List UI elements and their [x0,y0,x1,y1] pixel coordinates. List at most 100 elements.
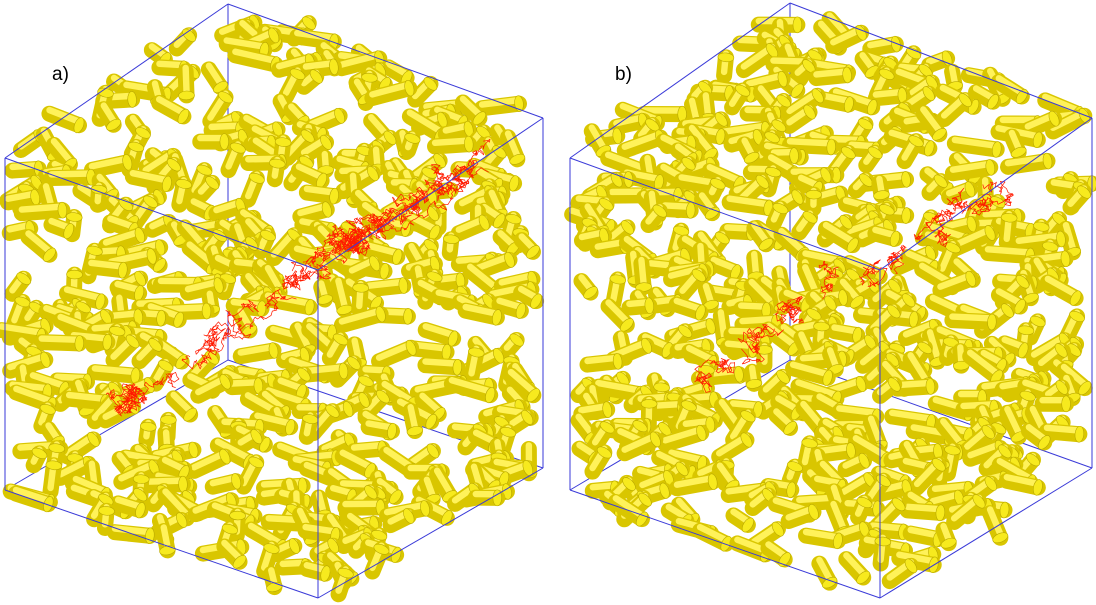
cylinder [522,237,542,261]
cylinder-shine [91,263,122,267]
cylinder [635,260,652,292]
panel-label: b) [615,64,632,85]
cylinder [12,270,32,293]
cylinder [700,527,734,553]
cylinder-shine [935,486,968,489]
cylinder-shine [115,529,150,533]
cylinder-shine [166,432,167,445]
cylinder-shine [319,494,323,511]
cylinder-shine [306,527,336,531]
cylinder [508,134,526,167]
cylinder-cap [220,134,229,150]
cylinder-shine [186,68,187,92]
cylinder [443,234,460,253]
cylinder-shine [754,254,756,273]
cylinder [771,201,789,223]
cylinder [241,342,279,359]
cylinder [806,190,822,208]
cylinder [908,505,946,522]
cylinder-shine [435,141,469,143]
cylinder-shine [790,141,831,143]
cylinder [874,536,891,563]
cylinder-shine [325,154,326,166]
cylinder-shine [700,246,701,264]
cylinder [609,274,626,303]
cylinder [1067,309,1086,337]
cylinder [51,221,75,240]
cylinder [369,277,408,294]
cylinder-cap [75,335,84,351]
cylinder [629,297,654,314]
cylinder-cap [641,399,657,408]
cylinder [745,368,762,389]
cylinder-shine [908,507,941,509]
cylinder-shine [321,284,325,296]
cylinder [379,339,418,362]
panel-label: a) [52,64,69,85]
cylinder [42,335,84,351]
cylinder [952,314,996,330]
cylinder [30,446,48,465]
cylinder [248,171,266,199]
cylinder-shine [164,527,168,546]
cylinder [588,353,623,370]
cylinder [312,107,347,128]
cylinder-shine [22,207,63,210]
cylinder [92,154,133,171]
cylinder [200,134,228,150]
cylinder-shine [42,339,80,340]
cylinder [709,176,727,195]
panel [2,4,544,598]
cylinder [730,199,774,217]
cylinder [466,307,503,326]
cylinder-shine [369,282,403,286]
cylinder-shine [52,174,91,175]
cylinder [718,52,735,75]
cylinder-cap [806,190,822,199]
cylinder-shine [425,362,457,364]
cylinder-shine [147,481,183,482]
cylinder [140,421,157,440]
cylinder [823,96,855,114]
cylinder [846,555,872,586]
cylinder-shine [952,68,955,83]
cylinder [300,201,333,219]
cylinder-shine [95,368,136,372]
cylinder [307,188,340,205]
cylinder [411,442,441,467]
cylinder-cap [789,148,798,164]
cylinder [476,490,502,506]
cylinder [178,68,194,100]
cylinder [269,158,286,179]
cylinder-shine [898,383,931,385]
cylinder-shine [411,407,415,427]
cylinder [369,423,398,440]
panel [570,3,1096,598]
cylinder [28,234,57,264]
cylinder [1043,396,1071,412]
cylinder [1023,451,1042,471]
cylinder-shine [879,179,881,191]
cylinder [307,565,332,583]
cylinder-shine [773,61,806,62]
cylinder-cap [66,270,82,279]
figure: a) b) [0,0,1096,605]
cylinder [898,378,936,395]
cylinder [213,473,242,491]
cylinder [403,132,421,151]
cylinder [104,106,123,133]
cylinder [806,532,844,549]
cylinder [728,341,758,358]
cylinder [352,283,369,310]
cylinder-shine [1047,428,1079,431]
cylinder [799,209,819,232]
cylinder-shine [641,260,643,283]
cylinder [435,136,474,153]
cylinder [665,202,696,218]
cylinder-shine [306,367,344,371]
cylinder-shine [271,570,274,583]
cylinder-shine [752,368,754,380]
cylinder-shine [139,302,176,304]
cylinder [507,331,526,351]
cylinder [581,277,599,301]
